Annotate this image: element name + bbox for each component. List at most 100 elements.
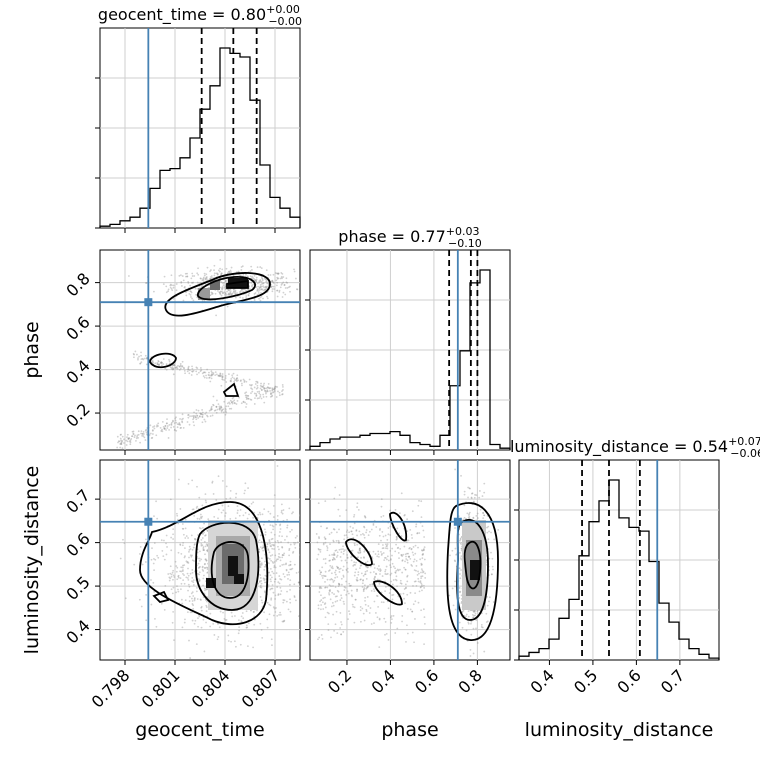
scatter-point [155,434,158,437]
scatter-point [460,569,462,571]
scatter-point [191,275,194,277]
scatter-point [384,573,387,575]
scatter-point [181,275,184,277]
scatter-point [198,496,201,499]
scatter-point [267,584,270,586]
scatter-point [222,378,225,381]
scatter-point [223,379,226,381]
scatter-point [263,382,266,385]
scatter-point [459,538,462,541]
scatter-point [370,589,373,592]
scatter-point [411,565,414,567]
scatter-point [172,578,174,581]
scatter-point [140,432,142,435]
scatter-point [263,611,265,614]
scatter-point [255,380,258,383]
scatter-point [351,595,353,598]
scatter-point [279,531,281,533]
scatter-point [215,314,218,317]
scatter-point [157,556,160,559]
scatter-point [206,414,208,417]
scatter-point [264,389,267,392]
scatter-point [382,547,385,549]
scatter-point [273,548,275,550]
scatter-point [261,637,264,639]
scatter-point [386,544,388,547]
scatter-point [144,561,147,563]
scatter-point [268,387,271,390]
scatter-point [202,277,205,280]
scatter-point [307,529,309,531]
scatter-point [179,363,182,365]
scatter-point [156,517,159,520]
scatter-point [136,434,139,437]
scatter-point [281,546,284,549]
scatter-point [198,580,201,583]
scatter-point [217,622,219,625]
scatter-point [178,365,181,368]
scatter-point [293,268,295,271]
scatter-point [260,267,263,270]
scatter-point [210,409,212,411]
scatter-point [221,287,224,289]
scatter-point [389,564,392,566]
scatter-point [200,609,203,612]
scatter-point [280,503,283,506]
scatter-point [459,591,461,594]
scatter-point [178,478,180,481]
scatter-point [232,290,235,293]
scatter-point [271,554,274,556]
scatter-point [422,552,424,555]
scatter-point [157,359,160,362]
scatter-point [266,601,269,604]
scatter-point [144,439,147,441]
scatter-point [270,559,273,562]
scatter-point [332,528,335,530]
scatter-point [173,364,176,367]
scatter-point [277,277,280,280]
scatter-point [192,417,195,419]
scatter-point [157,422,160,425]
scatter-point [123,542,126,545]
scatter-point [360,556,362,559]
scatter-point [184,537,187,539]
scatter-point [190,277,193,280]
scatter-point [417,580,420,583]
title-geocent-time: geocent_time = 0.80+0.00 −0.00 [98,3,302,28]
scatter-point [233,291,235,294]
scatter-point [352,605,355,608]
scatter-point [197,409,200,412]
scatter-point [377,569,380,571]
scatter-point [280,276,283,278]
scatter-point [175,421,178,424]
scatter-point [334,558,336,561]
scatter-point [381,575,384,577]
scatter-point [424,577,427,579]
scatter-point [232,396,235,399]
scatter-point [255,278,258,281]
scatter-point [227,405,230,408]
scatter-point [216,399,218,402]
scatter-point [473,609,475,612]
scatter-point [231,376,234,379]
scatter-point [293,596,296,598]
scatter-point [181,626,184,629]
scatter-point [271,288,274,290]
scatter-point [260,580,263,582]
scatter-point [217,622,219,625]
scatter-point [142,358,145,361]
scatter-point [289,579,292,582]
scatter-point [260,389,263,391]
scatter-point [461,611,464,614]
scatter-point [128,440,131,443]
scatter-point [420,575,423,578]
scatter-point [220,290,222,293]
scatter-point [487,538,490,541]
scatter-point [230,401,233,404]
scatter-point [267,282,270,285]
scatter-point [481,626,484,629]
scatter-point [181,527,184,530]
scatter-point [179,418,181,420]
scatter-point [271,391,274,394]
scatter-point [234,296,237,299]
